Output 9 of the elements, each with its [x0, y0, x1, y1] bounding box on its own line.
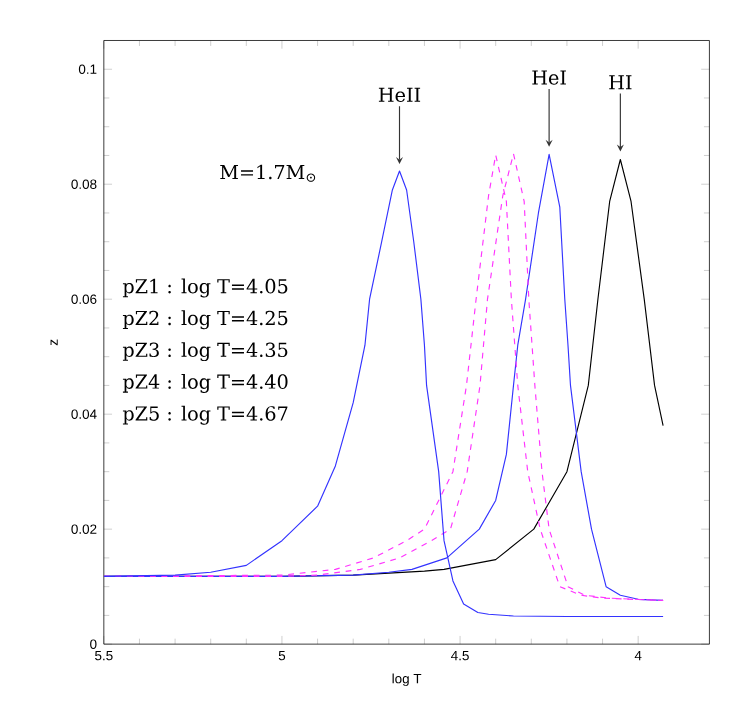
annotation: pZ1 : log T=4.05 — [122, 278, 288, 298]
annotation: pZ5 : log T=4.67 — [122, 406, 288, 426]
annotation: pZ2 : log T=4.25 — [122, 310, 288, 330]
annotation: HI — [609, 75, 632, 90]
annotation: pZ3 : log T=4.35 — [122, 342, 288, 362]
annotation: pZ4 : log T=4.40 — [122, 374, 288, 394]
annotation: M=1.7M$_{⊙}$ — [220, 165, 316, 183]
annotation: HeI — [532, 70, 566, 86]
annotation: HeII — [378, 88, 421, 103]
